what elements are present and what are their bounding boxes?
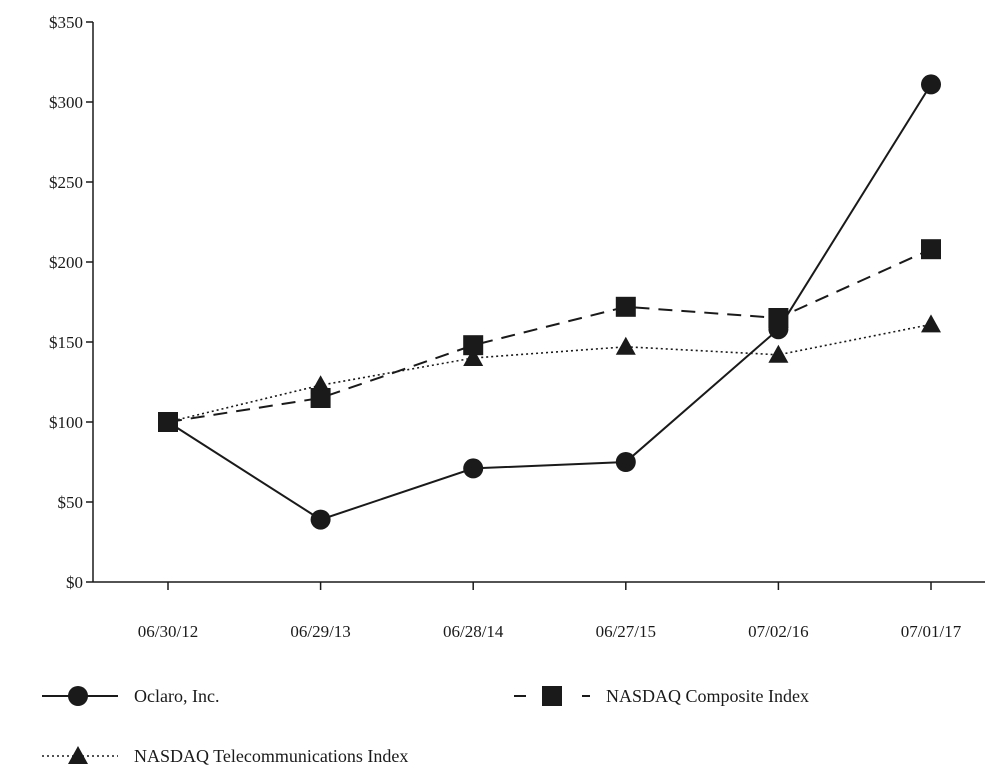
x-tick-label: 06/30/12: [138, 622, 198, 641]
data-point-triangle: [463, 348, 484, 366]
x-tick-label: 06/29/13: [290, 622, 350, 641]
data-point-circle: [768, 319, 789, 340]
y-tick-label: $200: [49, 253, 83, 272]
x-tick-label: 06/27/15: [596, 622, 656, 641]
data-point-circle: [615, 452, 636, 472]
x-tick-label: 07/01/17: [901, 622, 962, 641]
series-line: [167, 248, 932, 423]
legend-item: NASDAQ Telecommunications Index: [42, 746, 408, 766]
legend-marker-circle: [68, 686, 88, 706]
data-point-square: [615, 296, 636, 317]
y-axis-ticks: $0 $50 $100 $150 $200 $250 $300 $350: [49, 13, 93, 592]
legend: Oclaro, Inc. NASDAQ Composite Index NASDAQ…: [42, 686, 809, 766]
series-line: [167, 323, 932, 423]
y-tick-label: $350: [49, 13, 83, 32]
series-line: [167, 83, 932, 521]
legend-marker-triangle: [68, 746, 88, 764]
series-circle: [158, 74, 941, 530]
series-square: [158, 239, 941, 432]
series-triangle: [158, 314, 941, 430]
legend-item: NASDAQ Composite Index: [514, 686, 809, 706]
y-tick-label: $300: [49, 93, 83, 112]
y-tick-label: $0: [66, 573, 83, 592]
data-point-circle: [158, 412, 178, 432]
data-point-circle: [463, 458, 484, 479]
legend-item: Oclaro, Inc.: [42, 686, 219, 706]
legend-label: NASDAQ Telecommunications Index: [134, 746, 408, 766]
x-axis-ticks: 06/30/12 06/29/13 06/28/14 06/27/15 07/02/16…: [138, 582, 962, 641]
y-tick-label: $150: [49, 333, 83, 352]
data-point-circle: [310, 509, 331, 530]
axes: [92, 22, 985, 583]
data-point-square: [921, 239, 941, 260]
y-tick-label: $100: [49, 413, 83, 432]
data-point-triangle: [615, 336, 636, 355]
data-point-circle: [921, 74, 941, 95]
data-point-square: [463, 335, 484, 356]
data-point-square: [310, 388, 331, 408]
legend-label: NASDAQ Composite Index: [606, 686, 809, 706]
x-tick-label: 07/02/16: [748, 622, 808, 641]
y-tick-label: $250: [49, 173, 83, 192]
series-group: [158, 74, 941, 530]
data-point-triangle: [921, 314, 941, 333]
data-point-triangle: [768, 344, 789, 363]
y-tick-label: $50: [58, 493, 84, 512]
legend-marker-square: [542, 686, 562, 706]
x-tick-label: 06/28/14: [443, 622, 504, 641]
legend-label: Oclaro, Inc.: [134, 686, 219, 706]
